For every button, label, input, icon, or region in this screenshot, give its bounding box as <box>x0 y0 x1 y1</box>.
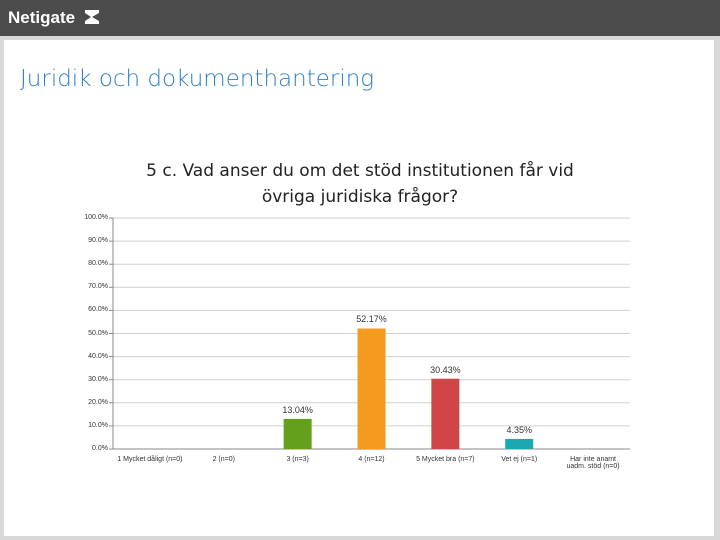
slide-title: Juridik och dokumenthantering <box>20 66 375 92</box>
value-label: 52.17% <box>356 314 387 325</box>
bar <box>505 438 534 449</box>
x-tick-label: 5 Mycket bra (n=7) <box>416 456 475 463</box>
logo: Netigate <box>8 7 99 28</box>
x-tick-label: Vet ej (n=1) <box>501 456 538 463</box>
x-tick-label: 3 (n=3) <box>286 456 309 463</box>
value-label: 13.04% <box>282 404 313 415</box>
y-tick-label: 10.0% <box>88 421 108 429</box>
header-bar: Netigate <box>0 0 720 36</box>
value-label: 30.43% <box>430 364 461 375</box>
y-tick-label: 40.0% <box>88 352 108 360</box>
y-tick-label: 60.0% <box>88 306 108 314</box>
x-tick-label: 2 (n=0) <box>212 456 235 463</box>
y-tick-label: 20.0% <box>88 398 108 406</box>
x-tick-label: 4 (n=12) <box>358 456 385 463</box>
value-label: 4.35% <box>506 424 532 435</box>
bar <box>431 378 460 449</box>
y-tick-label: 0.0% <box>92 445 108 452</box>
x-tick-label: Har inte anamt uadm. stöd (n=0) <box>566 456 620 470</box>
y-tick-label: 80.0% <box>88 260 108 268</box>
logo-icon <box>84 10 99 24</box>
bar <box>283 418 312 449</box>
chart-title: 5 c. Vad anser du om det stöd institutio… <box>146 161 574 207</box>
y-tick-label: 90.0% <box>88 237 108 245</box>
y-tick-label: 70.0% <box>88 283 108 291</box>
y-tick-label: 50.0% <box>88 329 108 337</box>
x-tick-label: 1 Mycket dåligt (n=0) <box>117 456 183 463</box>
y-tick-label: 100.0% <box>84 214 108 221</box>
y-tick-label: 30.0% <box>88 375 108 383</box>
bar <box>357 328 386 449</box>
content-panel <box>4 40 714 536</box>
logo-text: Netigate <box>8 8 76 27</box>
